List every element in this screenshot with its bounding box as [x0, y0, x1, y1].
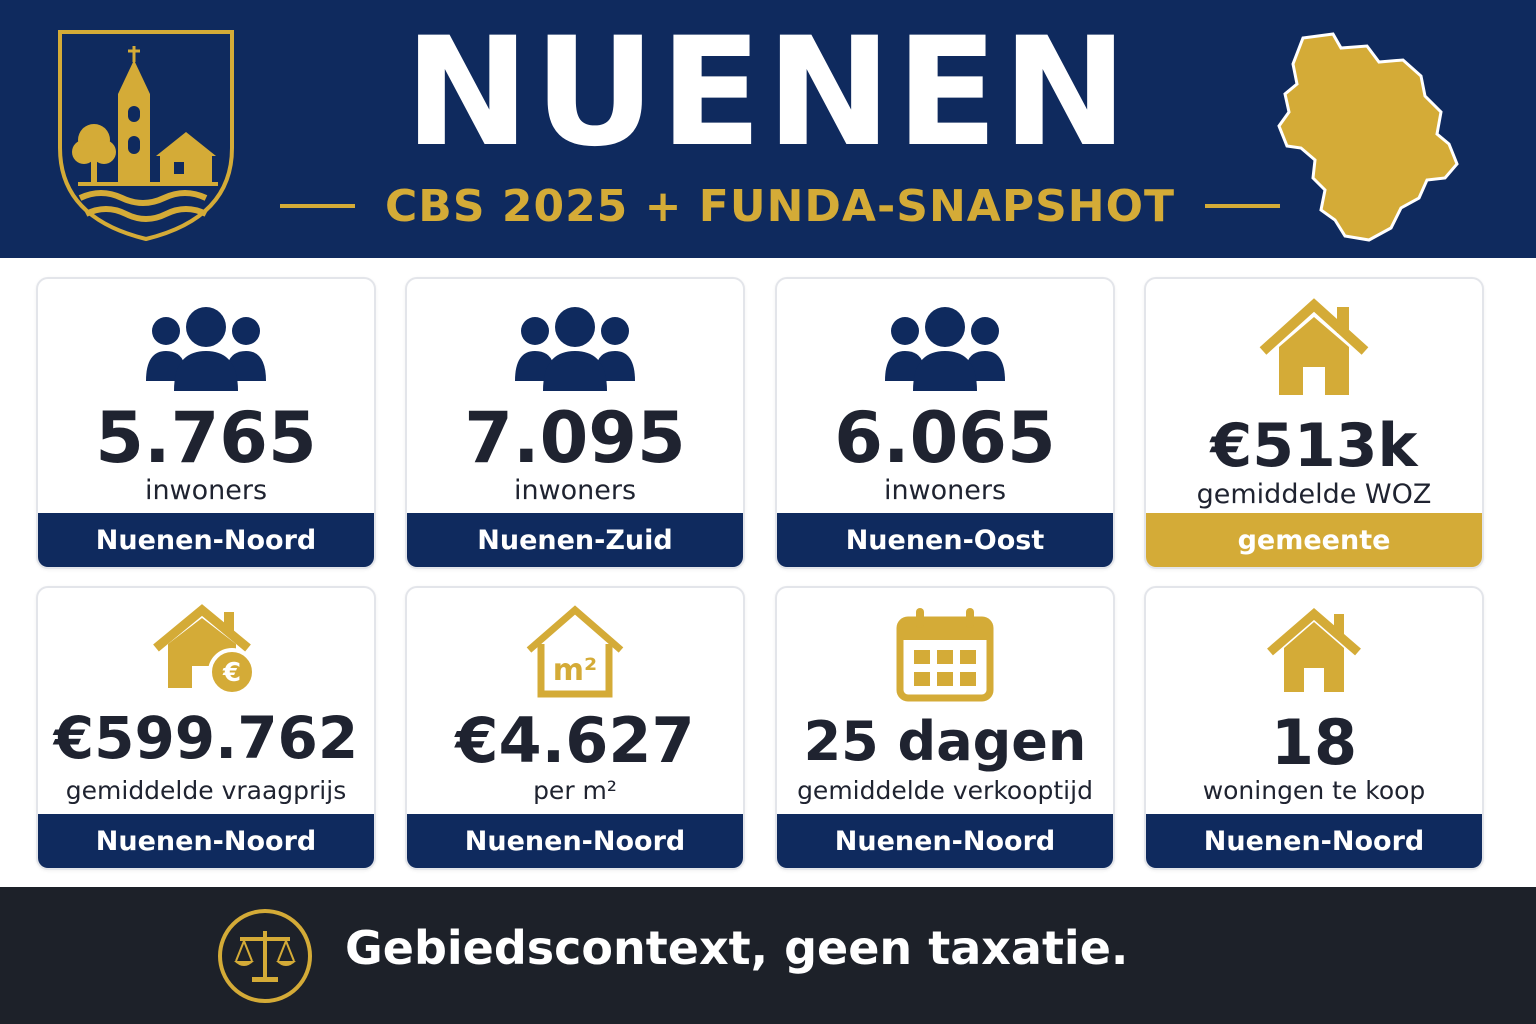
subtitle-row: CBS 2025 + FUNDA-SNAPSHOT — [280, 178, 1280, 234]
municipal-crest-icon — [58, 30, 234, 242]
disclaimer-text: Gebiedscontext, geen taxatie. — [345, 921, 1129, 975]
stat-value: €599.762 — [53, 704, 359, 772]
divider — [280, 204, 355, 208]
stat-value: 18 — [1270, 706, 1358, 779]
stat-value: 7.095 — [464, 397, 686, 479]
stat-card-te-koop: 18 woningen te koop Nuenen-Noord — [1144, 586, 1484, 870]
stat-card-inwoners-zuid: 7.095 inwoners Nuenen-Zuid — [405, 277, 745, 569]
people-icon — [38, 307, 374, 393]
stat-value: €513k — [1210, 411, 1418, 481]
stat-label: gemiddelde vraagprijs — [65, 776, 347, 805]
stat-card-inwoners-oost: 6.065 inwoners Nuenen-Oost — [775, 277, 1115, 569]
stat-value: 5.765 — [95, 397, 317, 479]
stat-card-prijs-m2: m² €4.627 per m² Nuenen-Noord — [405, 586, 745, 870]
stat-value: 25 dagen — [803, 710, 1087, 773]
stat-label: gemiddelde WOZ — [1196, 479, 1432, 510]
area-band: Nuenen-Oost — [777, 513, 1113, 567]
stat-value: 6.065 — [834, 397, 1056, 479]
house-m2-icon: m² — [407, 604, 743, 700]
stat-label: gemiddelde verkooptijd — [797, 776, 1093, 805]
stat-card-vraagprijs: € €599.762 gemiddelde vraagprijs Nuenen-… — [36, 586, 376, 870]
area-band: Nuenen-Zuid — [407, 513, 743, 567]
house-icon — [1146, 297, 1482, 397]
area-band: Nuenen-Noord — [38, 513, 374, 567]
area-band: gemeente — [1146, 513, 1482, 567]
footer-bar: Gebiedscontext, geen taxatie. — [0, 887, 1536, 1024]
area-band: Nuenen-Noord — [1146, 814, 1482, 868]
stat-label: inwoners — [513, 475, 637, 506]
house-icon — [1146, 606, 1482, 694]
stat-card-verkooptijd: 25 dagen gemiddelde verkooptijd Nuenen-N… — [775, 586, 1115, 870]
area-band: Nuenen-Noord — [38, 814, 374, 868]
area-band: Nuenen-Noord — [777, 814, 1113, 868]
area-band: Nuenen-Noord — [407, 814, 743, 868]
people-icon — [407, 307, 743, 393]
municipality-map-icon — [1277, 32, 1459, 242]
page-title: NUENEN — [404, 6, 1132, 180]
stat-label: woningen te koop — [1202, 776, 1426, 805]
divider — [1205, 204, 1280, 208]
calendar-icon — [777, 606, 1113, 702]
people-icon — [777, 307, 1113, 393]
svg-text:€: € — [222, 658, 241, 688]
stat-label: inwoners — [883, 475, 1007, 506]
stat-card-inwoners-noord: 5.765 inwoners Nuenen-Noord — [36, 277, 376, 569]
scale-icon — [218, 909, 312, 1003]
stat-label: inwoners — [144, 475, 268, 506]
stat-label: per m² — [533, 776, 617, 805]
stat-value: €4.627 — [455, 704, 695, 777]
subtitle: CBS 2025 + FUNDA-SNAPSHOT — [385, 180, 1175, 232]
house-euro-icon: € — [38, 604, 374, 696]
header-banner: NUENEN CBS 2025 + FUNDA-SNAPSHOT — [0, 0, 1536, 258]
m2-label: m² — [553, 653, 597, 688]
stat-card-woz: €513k gemiddelde WOZ gemeente — [1144, 277, 1484, 569]
